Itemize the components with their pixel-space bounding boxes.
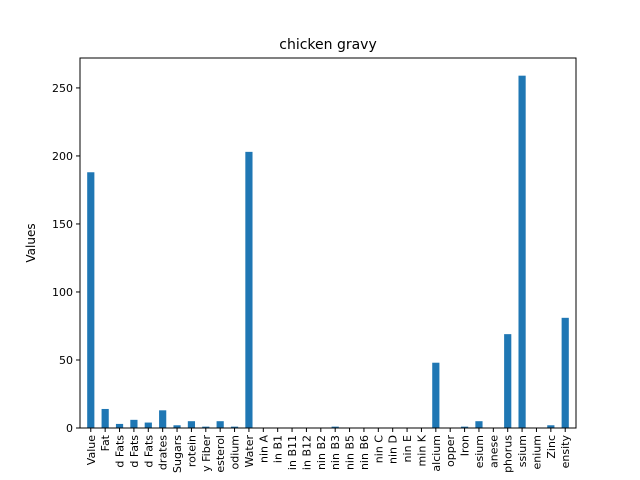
y-axis-ticks: 0 50 100 150 200 250 [52,82,80,435]
x-tick-label: esium [473,435,486,468]
x-tick-label: Water [243,435,256,468]
y-tick-label: 200 [52,150,73,163]
bar [331,426,339,428]
bar [202,426,210,428]
bars-group [87,75,569,429]
y-tick-label: 100 [52,286,73,299]
bar [159,410,167,428]
bar [460,426,469,428]
x-tick-label: Fat [99,434,112,451]
x-tick-label: rotein [185,435,198,467]
x-tick-label: Value [85,435,98,465]
x-tick-label: nin D [387,435,400,464]
chart-title: chicken gravy [279,37,377,53]
bar [561,317,569,428]
x-tick-label: y Fiber [200,435,213,472]
x-tick-label: nin B5 [344,435,357,470]
bar [173,425,181,428]
x-tick-label: nin B3 [329,435,342,470]
bar [245,151,253,429]
x-tick-label: nin E [401,435,414,462]
bar [230,426,239,428]
bar [216,421,224,428]
bar [130,419,138,428]
x-tick-label: nin B6 [358,435,371,470]
x-tick-label: enium [530,435,543,469]
x-tick-label: in B12 [300,435,313,470]
bar [547,425,555,428]
y-tick-label: 250 [52,82,73,95]
x-tick-label: min K [415,434,428,466]
x-tick-label: Iron [459,435,472,456]
x-tick-label: drates [157,435,170,470]
x-tick-label: d Fats [114,435,127,468]
x-tick-label: Zinc [545,435,558,459]
x-tick-label: in B1 [272,435,285,463]
y-axis-label: Values [24,223,38,262]
y-tick-label: 0 [66,422,73,435]
x-axis-ticks: Value Fat d Fats d Fats d Fats drates Sugars ro… [85,428,572,473]
bar [87,172,95,428]
bar [504,334,512,428]
x-tick-label: d Fats [142,435,155,468]
y-tick-label: 50 [59,354,73,367]
bar [518,75,526,429]
bar [115,423,124,428]
bar [101,408,109,428]
x-tick-label: nin A [257,435,270,463]
bar [475,421,483,428]
bar [187,421,196,428]
x-tick-label: ensity [559,435,572,469]
x-tick-label: d Fats [128,435,141,468]
x-tick-label: ssium [516,435,529,467]
x-tick-label: phorus [502,435,515,473]
x-tick-label: odium [229,435,242,469]
bar [144,422,152,428]
y-tick-label: 150 [52,218,73,231]
x-tick-label: opper [444,435,457,467]
x-tick-label: Sugars [171,435,184,473]
x-tick-label: anese [487,435,500,468]
x-tick-label: in B11 [286,435,299,470]
x-tick-label: nin C [372,435,385,463]
plot-frame [79,57,577,429]
x-tick-label: nin B2 [315,435,328,470]
bar [432,362,440,428]
x-tick-label: alcium [430,435,443,472]
x-tick-label: esterol [214,435,227,473]
